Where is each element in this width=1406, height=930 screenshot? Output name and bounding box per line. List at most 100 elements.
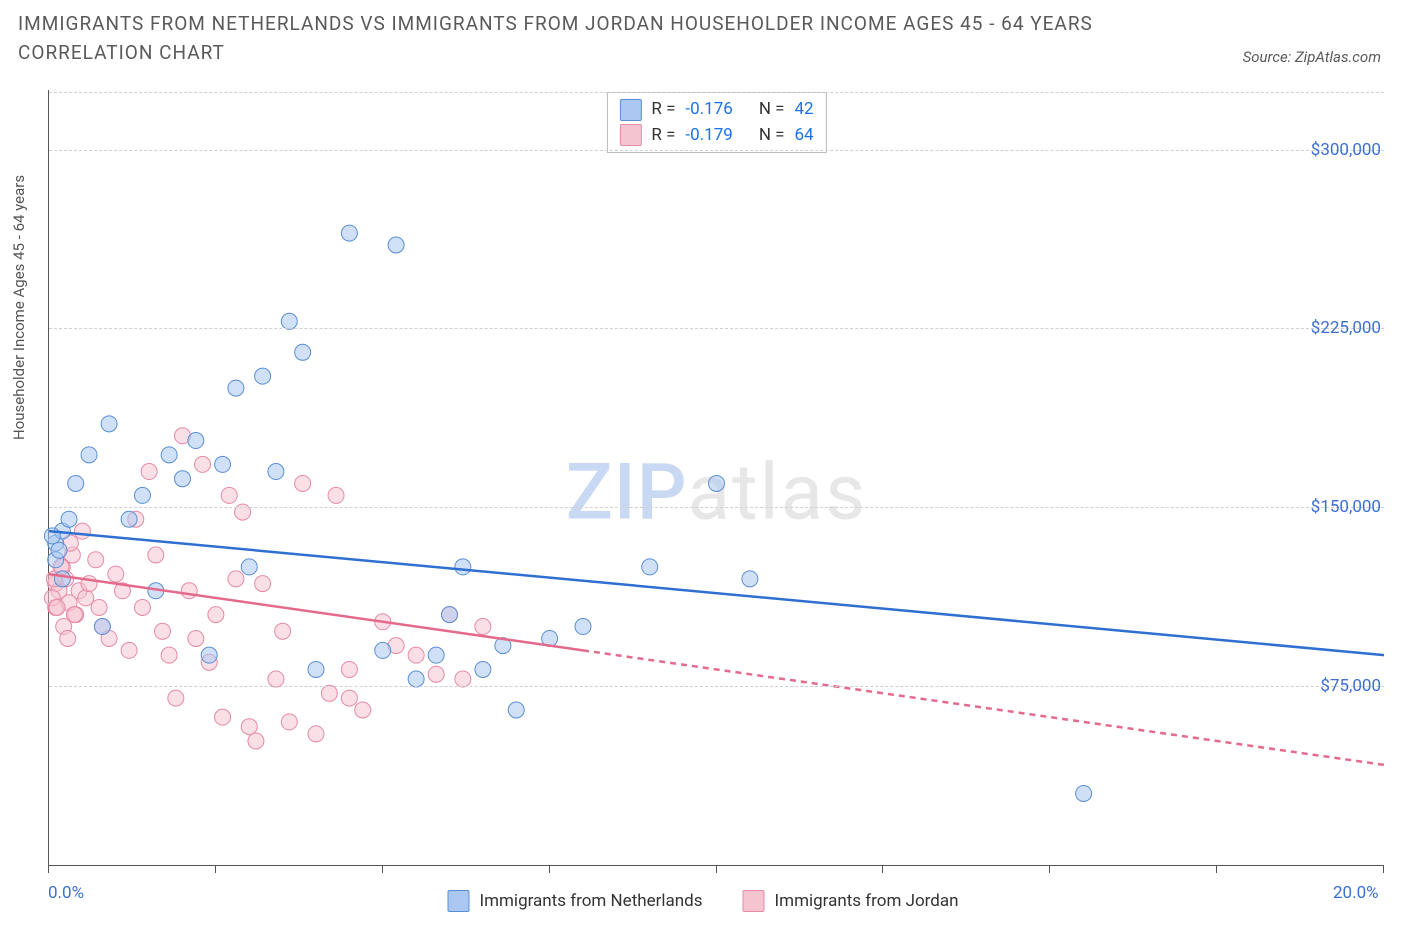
data-point xyxy=(154,623,170,639)
data-point xyxy=(428,666,444,682)
data-point xyxy=(208,607,224,623)
legend-N-jordan: 64 xyxy=(795,123,814,149)
swatch-netherlands xyxy=(619,99,641,121)
data-point xyxy=(161,647,177,663)
data-point xyxy=(475,661,491,677)
data-point xyxy=(408,671,424,687)
data-point xyxy=(66,607,82,623)
data-point xyxy=(742,571,758,587)
data-point xyxy=(295,475,311,491)
legend-N-label: N = xyxy=(759,97,785,123)
legend-stats-row-netherlands: R = -0.176 N = 42 xyxy=(619,97,813,123)
data-point xyxy=(134,487,150,503)
x-tick xyxy=(716,865,717,873)
plot-svg xyxy=(49,90,1384,865)
data-point xyxy=(54,571,70,587)
data-point xyxy=(108,566,124,582)
data-point xyxy=(61,511,77,527)
swatch-netherlands-2 xyxy=(447,890,469,912)
data-point xyxy=(241,719,257,735)
data-point xyxy=(1076,785,1092,801)
data-point xyxy=(188,433,204,449)
data-point xyxy=(281,714,297,730)
chart-title: IMMIGRANTS FROM NETHERLANDS VS IMMIGRANT… xyxy=(18,10,1206,67)
data-point xyxy=(68,475,84,491)
data-point xyxy=(121,642,137,658)
data-point xyxy=(321,685,337,701)
y-tick-label: $75,000 xyxy=(1320,676,1381,696)
data-point xyxy=(308,661,324,677)
gridline xyxy=(49,686,1384,687)
data-point xyxy=(121,511,137,527)
y-tick-label: $150,000 xyxy=(1311,497,1381,517)
trend-line xyxy=(49,574,583,650)
x-tick xyxy=(215,865,216,873)
data-point xyxy=(81,447,97,463)
gridline xyxy=(49,150,1384,151)
data-point xyxy=(148,547,164,563)
legend-item-netherlands: Immigrants from Netherlands xyxy=(447,890,702,912)
legend-label-netherlands: Immigrants from Netherlands xyxy=(479,891,702,911)
data-point xyxy=(709,475,725,491)
data-point xyxy=(248,733,264,749)
legend-R-label: R = xyxy=(651,97,675,123)
data-point xyxy=(575,619,591,635)
x-tick xyxy=(48,865,49,873)
data-point xyxy=(201,647,217,663)
data-point xyxy=(181,583,197,599)
data-point xyxy=(215,456,231,472)
data-point xyxy=(255,576,271,592)
gridline xyxy=(49,507,1384,508)
data-point xyxy=(341,225,357,241)
x-tick xyxy=(549,865,550,873)
data-point xyxy=(328,487,344,503)
legend-R-label-2: R = xyxy=(651,123,675,149)
legend-N-netherlands: 42 xyxy=(795,97,814,123)
chart-container: IMMIGRANTS FROM NETHERLANDS VS IMMIGRANT… xyxy=(0,0,1406,930)
data-point xyxy=(455,671,471,687)
legend-stats: R = -0.176 N = 42 R = -0.179 N = 64 xyxy=(606,92,826,153)
x-tick xyxy=(1216,865,1217,873)
x-tick xyxy=(1049,865,1050,873)
data-point xyxy=(442,607,458,623)
x-tick xyxy=(882,865,883,873)
data-point xyxy=(215,709,231,725)
data-point xyxy=(455,559,471,575)
x-tick xyxy=(1383,865,1384,873)
data-point xyxy=(88,552,104,568)
data-point xyxy=(268,671,284,687)
data-point xyxy=(168,690,184,706)
legend-item-jordan: Immigrants from Jordan xyxy=(743,890,959,912)
data-point xyxy=(161,447,177,463)
data-point xyxy=(281,313,297,329)
data-point xyxy=(228,571,244,587)
y-axis-label: Householder Income Ages 45 - 64 years xyxy=(10,175,28,440)
source-label: Source: ZipAtlas.com xyxy=(1243,48,1381,66)
data-point xyxy=(228,380,244,396)
data-point xyxy=(195,456,211,472)
data-point xyxy=(78,590,94,606)
data-point xyxy=(241,559,257,575)
legend-N-label-2: N = xyxy=(759,123,785,149)
data-point xyxy=(341,690,357,706)
data-point xyxy=(508,702,524,718)
trend-line xyxy=(49,531,1384,655)
data-point xyxy=(388,237,404,253)
data-point xyxy=(308,726,324,742)
data-point xyxy=(188,630,204,646)
data-point xyxy=(642,559,658,575)
data-point xyxy=(51,542,67,558)
gridline xyxy=(49,92,1384,93)
legend-R-netherlands: -0.176 xyxy=(685,97,732,123)
x-tick-label: 20.0% xyxy=(1333,883,1379,918)
data-point xyxy=(255,368,271,384)
legend-stats-row-jordan: R = -0.179 N = 64 xyxy=(619,123,813,149)
data-point xyxy=(175,471,191,487)
data-point xyxy=(221,487,237,503)
data-point xyxy=(94,619,110,635)
swatch-jordan-2 xyxy=(743,890,765,912)
data-point xyxy=(49,599,65,615)
data-point xyxy=(408,647,424,663)
data-point xyxy=(268,464,284,480)
legend-R-jordan: -0.179 xyxy=(685,123,732,149)
